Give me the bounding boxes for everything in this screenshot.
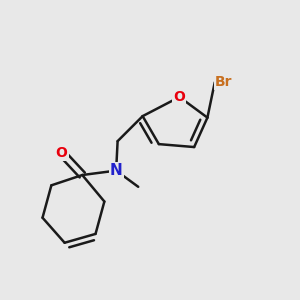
Text: N: N: [110, 163, 122, 178]
Text: O: O: [173, 90, 185, 104]
Text: Br: Br: [215, 75, 232, 89]
Text: O: O: [56, 146, 68, 160]
